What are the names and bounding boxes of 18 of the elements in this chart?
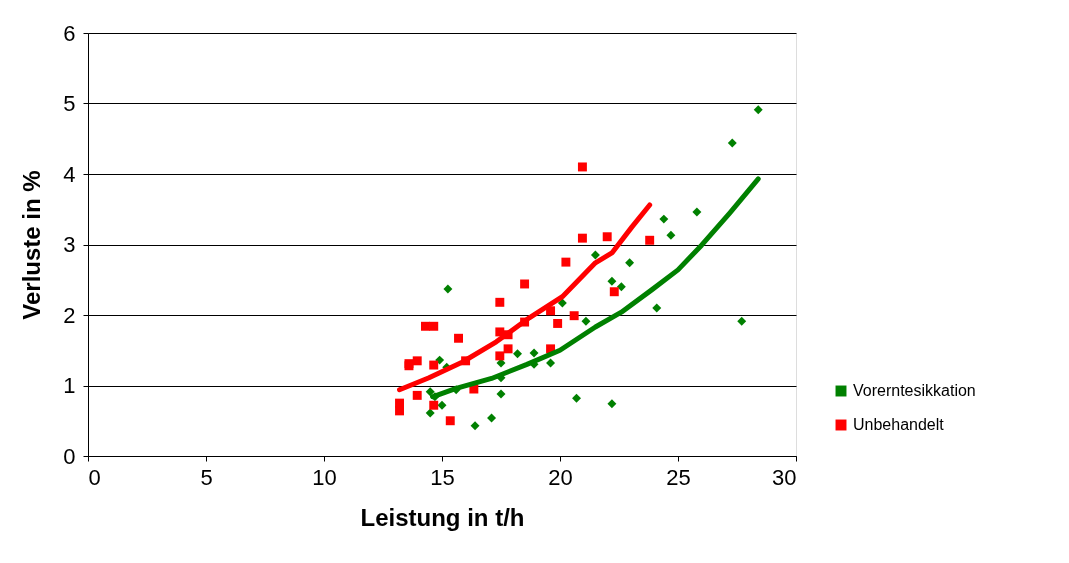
x-tick-label: 15 bbox=[430, 464, 455, 490]
x-tick-label: 0 bbox=[88, 464, 101, 490]
y-tick-label: 0 bbox=[63, 443, 76, 469]
y-tick-label: 6 bbox=[63, 20, 76, 46]
legend-label: Unbehandelt bbox=[853, 416, 945, 433]
y-tick-label: 2 bbox=[63, 302, 76, 328]
x-tick-label: 25 bbox=[666, 464, 691, 490]
y-tick-label: 4 bbox=[63, 161, 76, 187]
legend-label: Vorerntesikkation bbox=[853, 382, 976, 399]
x-tick-label: 20 bbox=[548, 464, 573, 490]
y-tick-label: 1 bbox=[63, 373, 76, 398]
x-axis-title: Leistung in t/h bbox=[360, 503, 525, 531]
x-tick-label: 30 bbox=[772, 464, 797, 490]
y-tick-label: 3 bbox=[63, 232, 76, 257]
x-tick-label: 10 bbox=[312, 464, 337, 490]
x-tick-label: 5 bbox=[200, 464, 213, 490]
y-axis-title: Verluste in % bbox=[18, 170, 46, 320]
y-tick-label: 5 bbox=[63, 91, 76, 116]
